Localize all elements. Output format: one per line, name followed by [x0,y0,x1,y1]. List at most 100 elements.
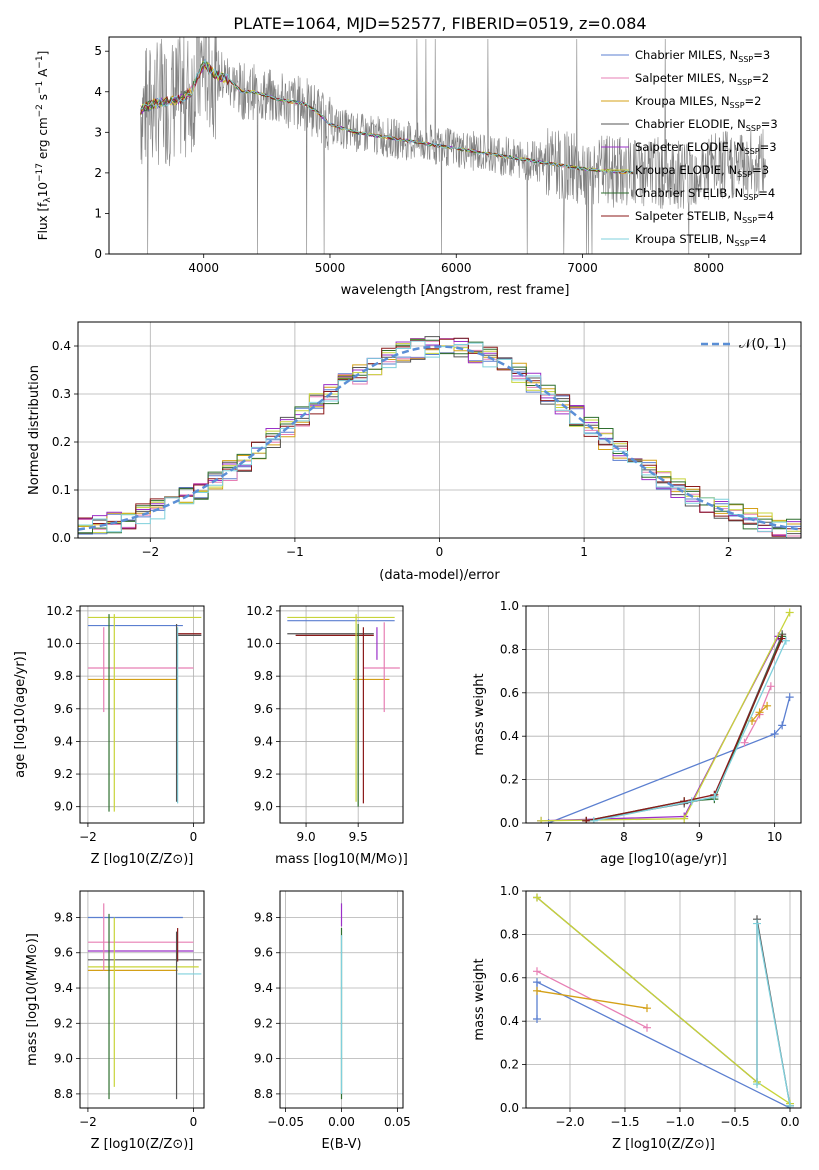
y-axis-label: Flux [fλ10−17 erg cm−2 s−1 A−1] [35,51,53,241]
y-tick-label: 8.8 [254,1087,273,1101]
y-tick-label: 9.2 [254,767,273,781]
weight-point-marker [778,721,787,730]
x-tick-label: 0 [190,830,198,844]
y-axis-label-part: −1 [35,81,45,94]
axes-frame [108,36,802,255]
legend-sub: SSP [745,147,760,156]
legend-entry: Kroupa ELODIE, NSSP=3 [635,163,769,179]
y-tick-label: 9.8 [54,669,73,683]
y-axis-label-part: 10 [36,182,50,197]
weight-series-line [586,638,783,822]
y-tick-label: 0.4 [52,339,71,353]
weight-point-marker [643,1004,651,1013]
x-tick-label: 0.00 [328,1115,355,1129]
histogram-step [78,337,801,537]
mass-vs-metallicity-panel: −2 0 8.8 9.0 9.2 9.4 9.6 9.8 Z [log10(Z/Z⊙)] mass… [25,890,205,1152]
observed-spectrum [140,37,766,254]
axes-decor: −2.0 −1.5 −1.0 −0.5 0.0 0.0 0.2 0.4 0.6 0.8 1.0 Z [… [472,884,802,1152]
legend-suffix: =4 [758,186,775,200]
legend-label: Salpeter STELIB, N [635,209,742,223]
weight-point-marker [533,978,541,987]
y-tick-label: 0.0 [500,816,519,830]
x-tick-label: 8 [620,830,628,844]
plot-area [78,336,801,538]
legend-entry: Chabrier STELIB, NSSP=4 [635,186,775,202]
y-axis-label-part: −2 [35,104,45,117]
legend-suffix: =2 [752,71,769,85]
x-tick-label: 9.5 [349,830,368,844]
y-tick-label: 0.0 [52,531,71,545]
legend-entry: Salpeter ELODIE, NSSP=3 [635,140,777,156]
weight-point-marker [680,814,689,823]
x-tick-label: 0 [436,545,444,559]
weight-point-marker [680,797,689,806]
y-tick-label: 9.4 [254,734,273,748]
y-tick-label: 0.3 [52,387,71,401]
weight-point-marker [781,636,790,645]
y-axis-label-part: A [36,68,50,81]
spectrum-panel: 4000 5000 6000 7000 8000 0 1 2 3 4 5 wavelength [An… [35,36,802,298]
x-tick-label: 10 [767,830,782,844]
axes-frame [279,605,404,824]
y-axis-label-part: Flux [f [36,202,50,240]
y-tick-label: 9.8 [254,669,273,683]
legend-label: Chabrier MILES, N [635,48,738,62]
y-tick-label: 9.0 [54,800,73,814]
legend-label: Chabrier STELIB, N [635,186,743,200]
x-axis-label: wavelength [Angstrom, rest frame] [341,283,570,298]
legend-suffix: =3 [760,140,777,154]
weight-point-marker [740,738,749,747]
y-tick-label: 5 [94,44,102,58]
x-tick-label: 1 [580,545,588,559]
weight-series-line [536,990,648,1009]
axes-frame [79,890,205,1109]
weight-vs-age-panel: 7 8 9 10 0.0 0.2 0.4 0.6 0.8 1.0 age [log10(age/yr… [472,599,802,867]
weight-series-line [541,612,791,822]
legend-sub: SSP [735,239,750,248]
plot-area [140,37,766,254]
weight-point-marker [533,1015,541,1024]
x-tick-label: −2 [141,545,159,559]
plot-area [87,614,202,812]
axes-frame [525,890,802,1109]
weight-series-line [586,636,783,822]
x-tick-label: 7000 [567,261,598,275]
figure-title: PLATE=1064, MJD=52577, FIBERID=0519, z=0… [233,14,646,33]
y-tick-label: 0.2 [500,1058,519,1072]
legend-suffix: =4 [750,232,767,246]
y-tick-label: 0.8 [500,642,519,656]
y-tick-label: 9.4 [254,981,273,995]
legend-label: Salpeter ELODIE, N [635,140,745,154]
weight-point-marker [710,792,719,801]
weight-point-marker [582,816,591,823]
weight-point-marker [643,1023,651,1032]
weight-point-marker [755,708,764,717]
x-tick-label: 4000 [188,261,219,275]
y-tick-label: 9.6 [54,946,73,960]
y-tick-label: 0.4 [500,1014,519,1028]
y-tick-label: 0.8 [500,927,519,941]
weight-series-line [536,981,791,1108]
axes-decor: 7 8 9 10 0.0 0.2 0.4 0.6 0.8 1.0 age [log10(age/yr… [472,599,802,867]
x-tick-label: 2 [725,545,733,559]
x-axis-label: Z [log10(Z/Z⊙)] [91,1137,194,1152]
legend-sub: SSP [738,55,753,64]
legend-label: Kroupa ELODIE, N [635,163,737,177]
y-tick-label: 3 [94,125,102,139]
x-tick-label: 0.05 [384,1115,411,1129]
y-axis-label: age [log10(age/yr)] [13,651,28,778]
weight-point-marker [763,701,772,710]
axes-decor: 9.0 9.5 9.0 9.2 9.4 9.6 9.8 10.0 10.2 mass [log10… [246,604,408,867]
axes-frame [525,605,802,824]
y-tick-label: 1 [94,206,102,220]
y-tick-label: 0.0 [500,1101,519,1115]
legend-entry: Salpeter STELIB, NSSP=4 [635,209,774,225]
legend-sub: SSP [742,216,757,225]
x-tick-label: −1.0 [665,1115,694,1129]
y-tick-label: 1.0 [500,884,519,898]
y-tick-label: 9.4 [54,981,73,995]
y-tick-label: 10.0 [246,637,273,651]
x-tick-label: −0.05 [267,1115,304,1129]
plot-area [87,903,202,1100]
